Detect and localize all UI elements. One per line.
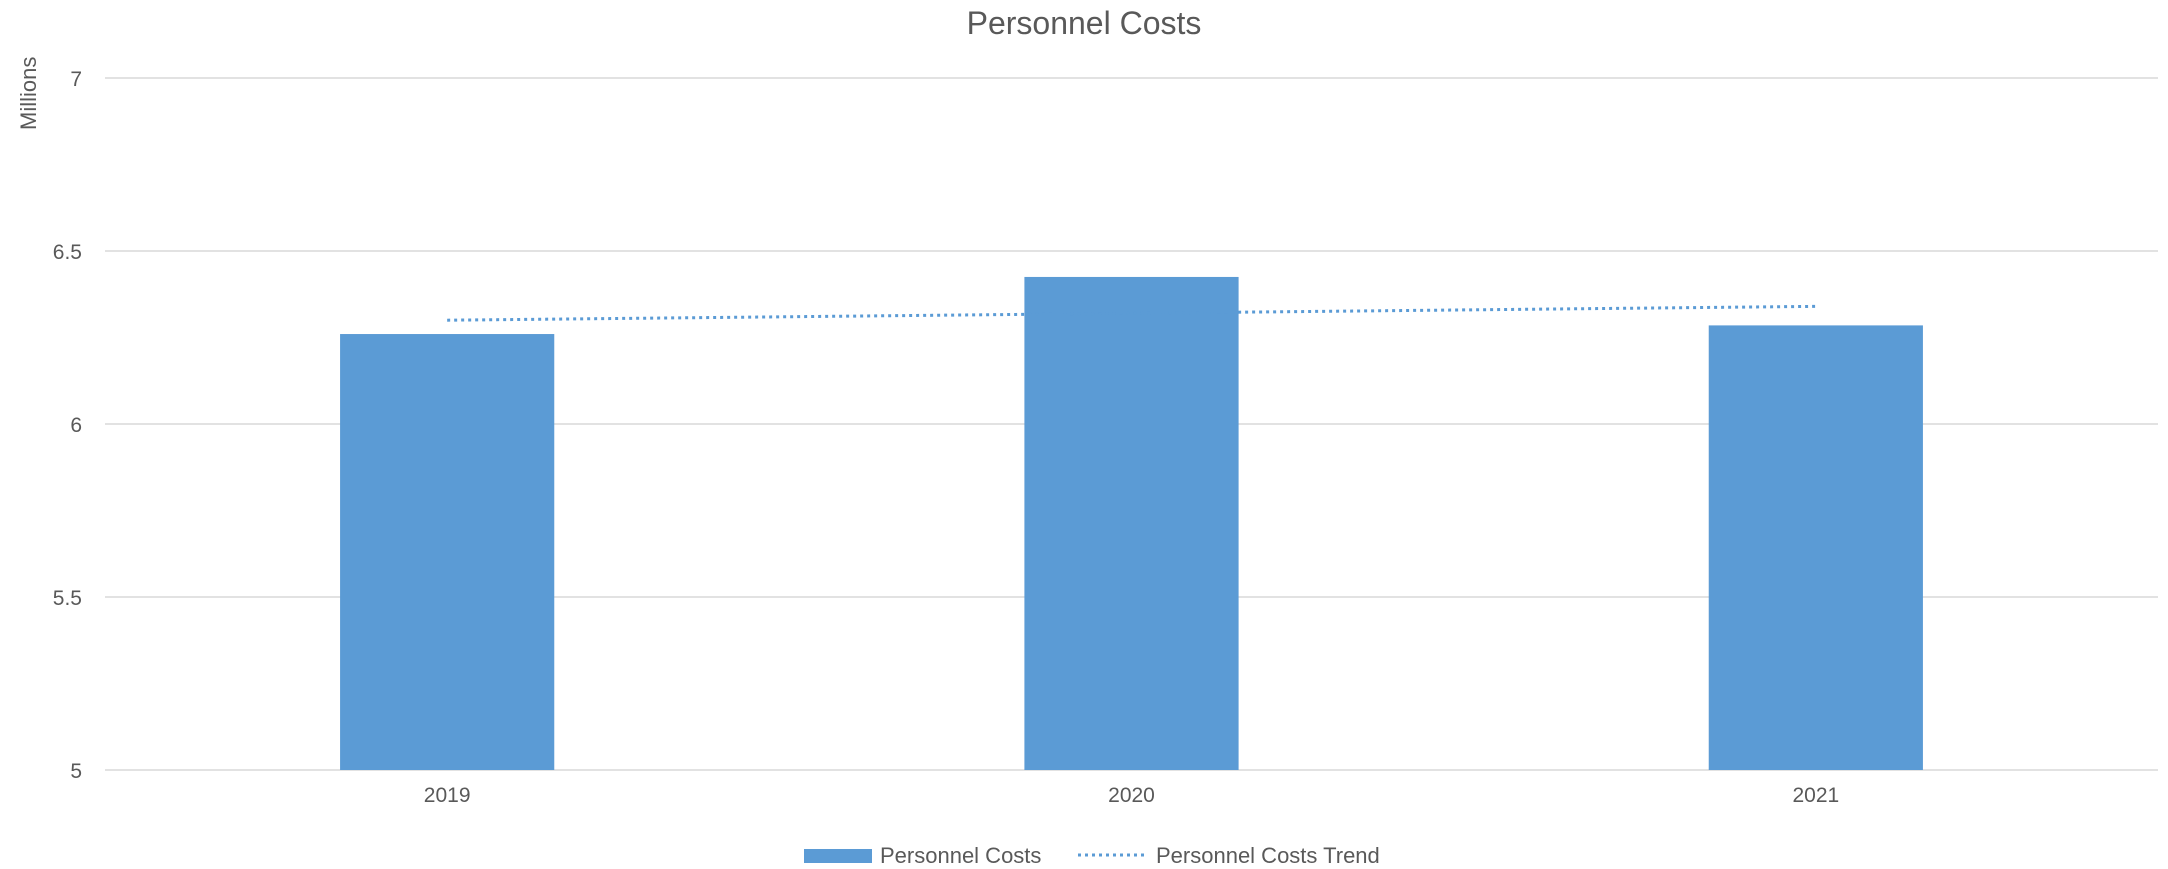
- y-tick-label: 6.5: [53, 241, 82, 264]
- chart-title: Personnel Costs: [967, 5, 1202, 41]
- bar-2020: [1024, 276, 1239, 770]
- y-tick-label: 7: [70, 68, 82, 91]
- y-tick-label: 5.5: [53, 587, 82, 610]
- legend-swatch-personnel-costs: [804, 849, 872, 863]
- legend-label-personnel-costs-trend: Personnel Costs Trend: [1156, 843, 1380, 868]
- bars: [340, 276, 1923, 770]
- y-tick-label: 5: [70, 760, 82, 783]
- bar-2021: [1708, 325, 1923, 770]
- legend-label-personnel-costs: Personnel Costs: [880, 843, 1041, 868]
- x-tick-label: 2019: [424, 784, 471, 807]
- legend: Personnel Costs Personnel Costs Trend: [804, 843, 1380, 868]
- x-axis-ticks: 2019 2020 2021: [424, 784, 1839, 807]
- x-tick-label: 2021: [1792, 784, 1839, 807]
- y-axis-ticks: 5 5.5 6 6.5 7: [53, 68, 82, 783]
- bar-2019: [340, 334, 555, 770]
- y-axis-label: Millions: [16, 57, 41, 130]
- x-tick-label: 2020: [1108, 784, 1155, 807]
- y-tick-label: 6: [70, 414, 82, 437]
